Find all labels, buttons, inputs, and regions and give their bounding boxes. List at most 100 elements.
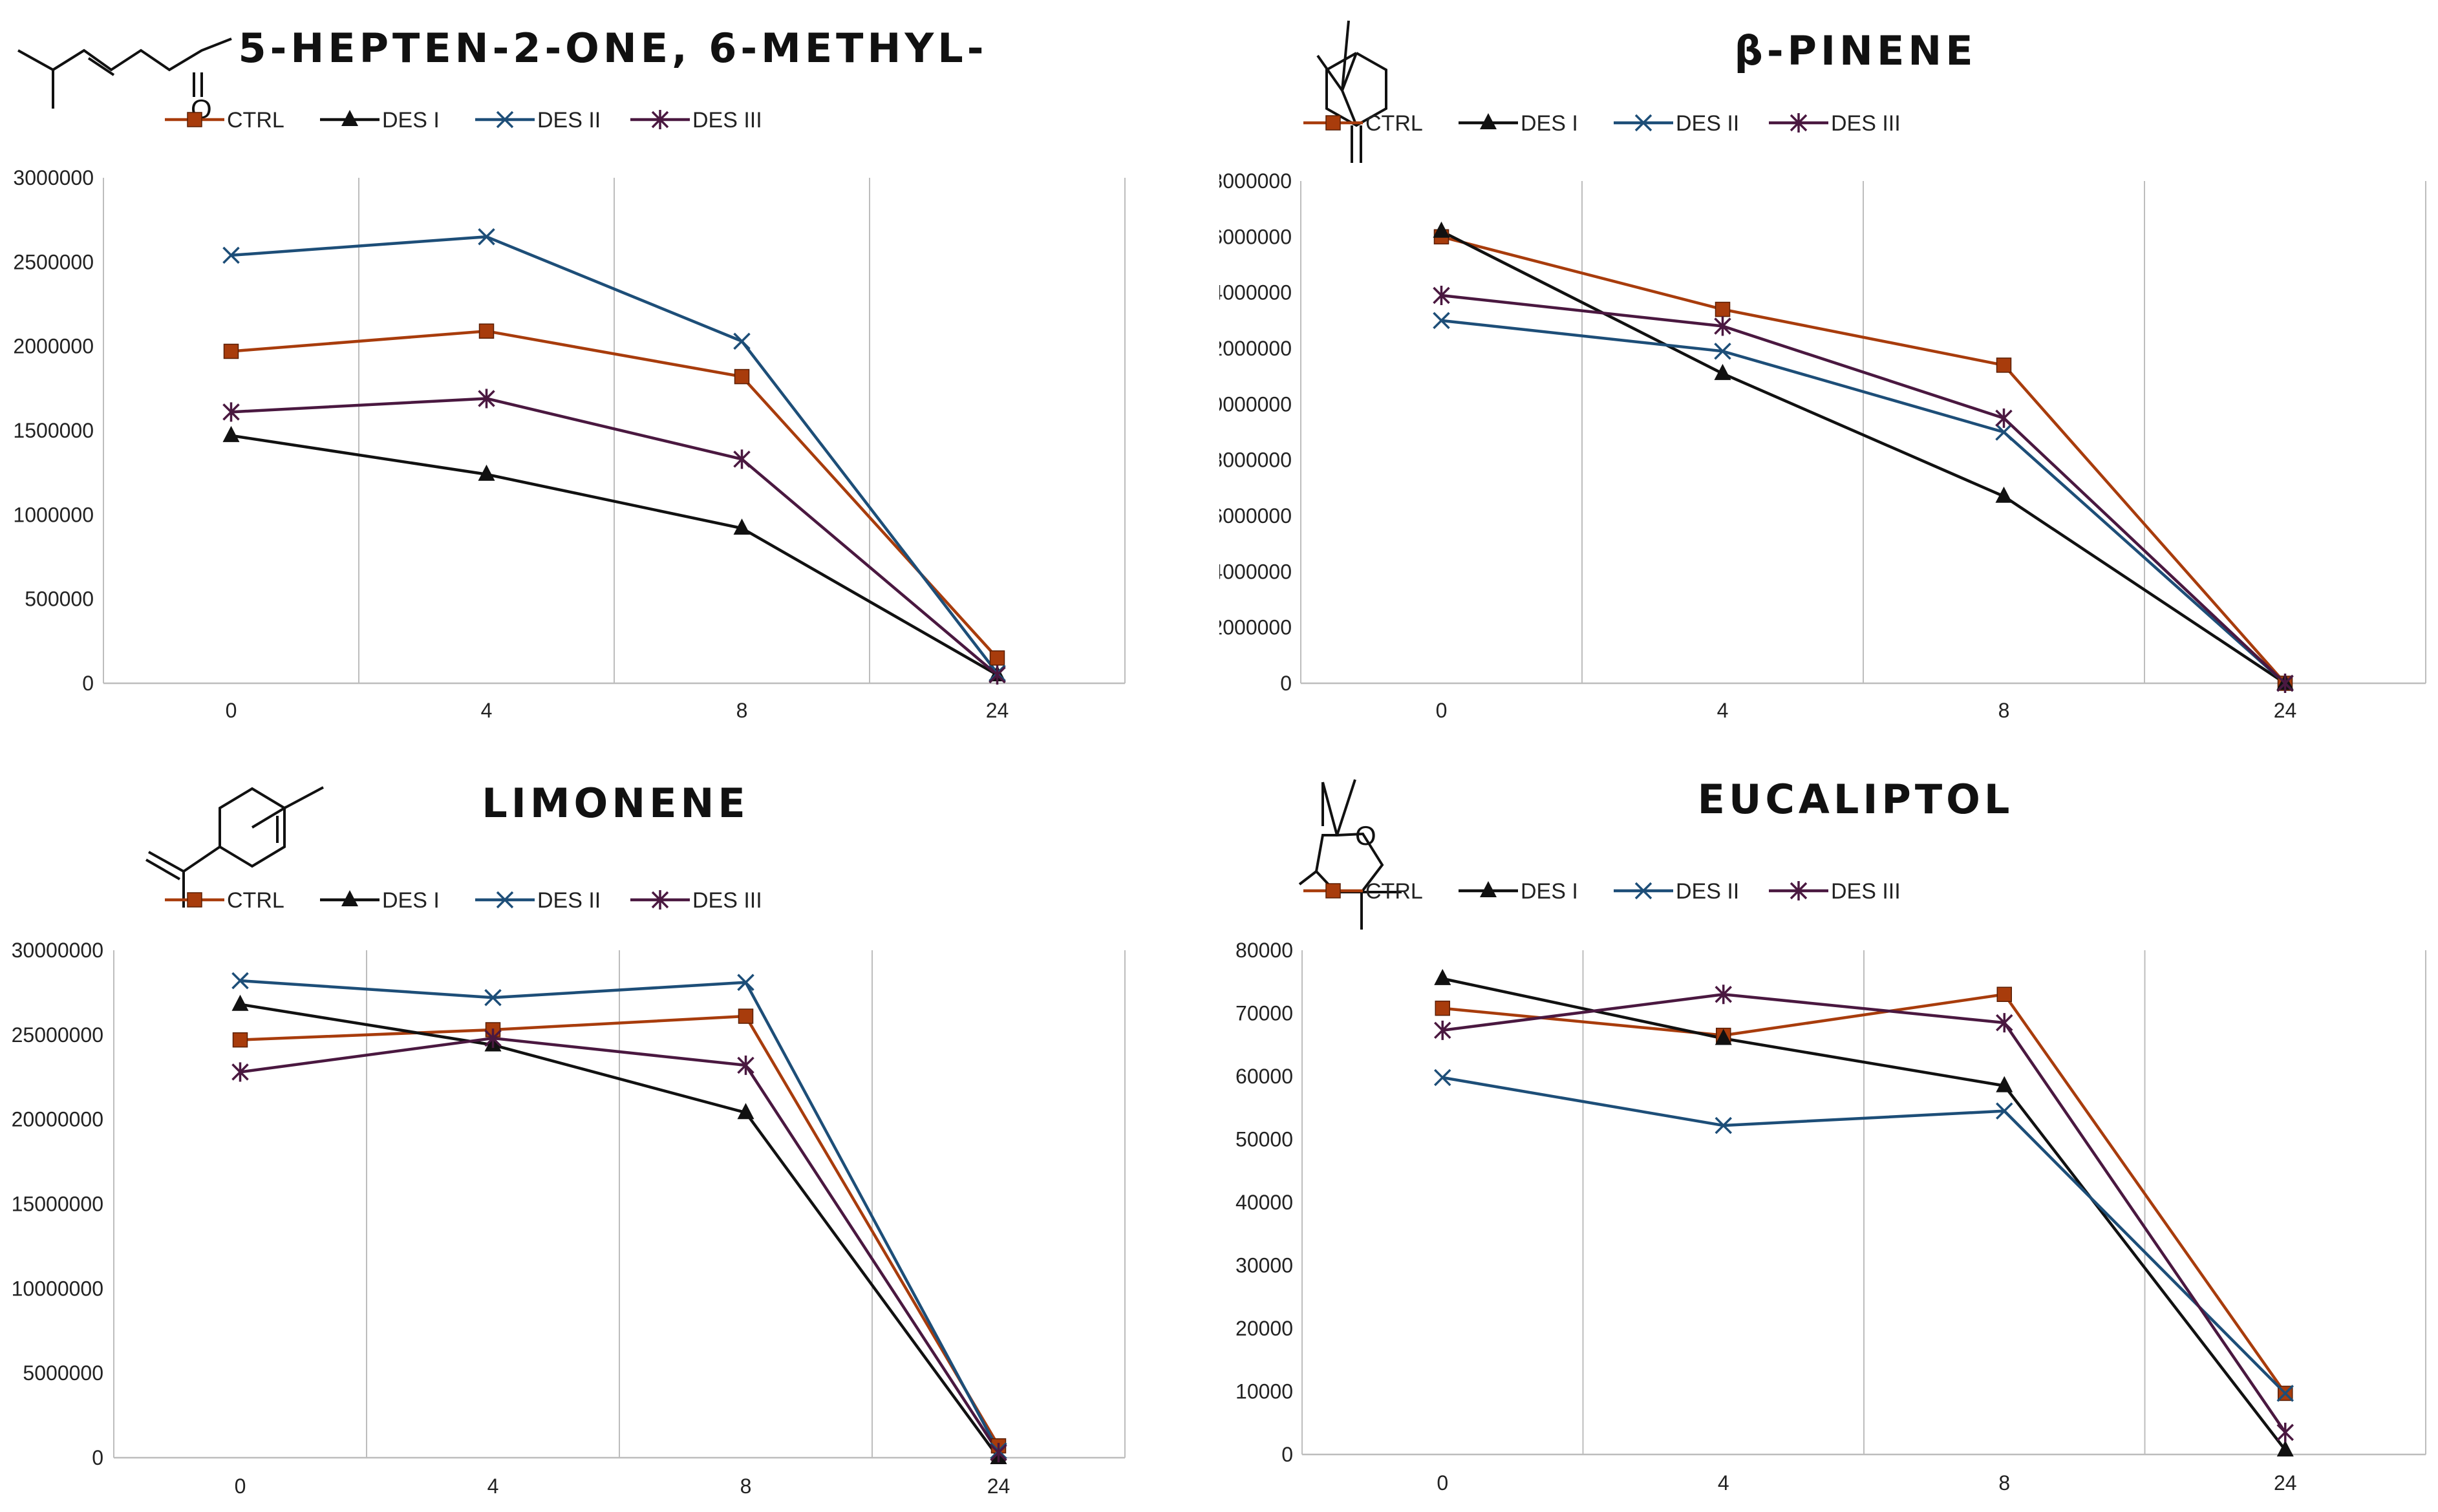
y-tick-label: 2000000 — [13, 335, 94, 358]
legend-label-des-iii: DES III — [1831, 879, 1901, 904]
series-line-des-iii — [231, 397, 998, 676]
y-tick-label: 40000 — [1235, 1191, 1293, 1214]
y-tick-label: 20000000 — [12, 1108, 103, 1131]
legend-1: CTRL DES I DES II DES III — [165, 108, 762, 133]
y-tick-label: 80000 — [1235, 939, 1293, 962]
data-point-des-ii — [737, 974, 754, 991]
y-tick-label: 500000 — [25, 588, 94, 611]
data-point-des-iii — [1433, 285, 1450, 305]
plot-area-2: 0 2000000 4000000 6000000 8000000 10000000 120… — [1219, 169, 2426, 722]
series-line-des-ii — [240, 979, 1000, 1452]
data-point-des-ii — [733, 332, 751, 350]
data-point-des-ii — [2276, 1385, 2294, 1402]
data-point-des-i — [737, 1103, 754, 1120]
y-tick-label: 2500000 — [13, 250, 94, 273]
y-tick-label: 0 — [82, 672, 94, 695]
legend-x-icon — [496, 891, 514, 909]
data-point-des-iii — [231, 1062, 249, 1082]
data-point-ctrl — [1996, 986, 2012, 1002]
data-point-des-iii — [484, 1028, 502, 1049]
data-point-des-ii — [484, 989, 502, 1006]
data-point-des-iii — [1714, 316, 1731, 336]
data-point-des-ii — [1434, 1069, 1451, 1087]
y-tick-label: 1500000 — [13, 419, 94, 442]
chart-svg-3: LIMONENE CTRL DES I DES II DES III 0 5000000… — [12, 780, 1126, 1498]
data-point-des-i — [733, 518, 751, 535]
y-tick-label: 18000000 — [1219, 169, 1292, 193]
legend-label-des-i: DES I — [1521, 879, 1578, 904]
series-line-des-i — [1442, 977, 2287, 1451]
chart-svg-1: O 5-HEPTEN-2-ONE, 6-METHYL- CTRL DES I DES… — [13, 25, 1126, 722]
x-tick-label: 8 — [1998, 699, 2010, 722]
legend-square-icon — [187, 892, 202, 908]
x-tick-label: 24 — [2274, 1471, 2297, 1495]
y-tick-label: 8000000 — [1219, 449, 1292, 472]
series-line-des-ii — [1442, 1076, 2287, 1395]
data-point-des-i — [2276, 1440, 2294, 1457]
data-point-des-i — [1714, 363, 1731, 380]
x-tick-label: 24 — [986, 699, 1009, 722]
chart-title-1: 5-HEPTEN-2-ONE, 6-METHYL- — [238, 25, 987, 72]
series-line-des-ii — [1441, 319, 2286, 685]
chart-svg-4: O EUCALIPTOL CTRL DES I DES II DES III 0 100… — [1235, 776, 2426, 1495]
y-tick-label: 0 — [1280, 672, 1292, 695]
y-tick-label: 15000000 — [12, 1193, 103, 1216]
data-point-ctrl — [1996, 357, 2012, 373]
x-tick-label: 0 — [226, 699, 237, 722]
chart-title-4: EUCALIPTOL — [1698, 776, 2014, 823]
y-tick-label: 0 — [92, 1446, 103, 1469]
legend-label-des-i: DES I — [1521, 111, 1578, 136]
data-point-des-i — [1715, 1028, 1732, 1045]
structure-beta-pinene — [1316, 20, 1387, 163]
y-tick-label: 4000000 — [1219, 560, 1292, 583]
series-line-des-i — [240, 1003, 1000, 1459]
legend-label-des-ii: DES II — [1676, 111, 1739, 136]
legend-triangle-icon — [341, 110, 358, 126]
x-tick-label: 24 — [2274, 699, 2297, 722]
y-tick-label: 10000 — [1235, 1380, 1293, 1403]
data-point-ctrl — [478, 323, 495, 339]
legend-label-ctrl: CTRL — [1365, 111, 1423, 136]
series-line-des-i — [1440, 229, 2286, 685]
y-tick-label: 10000000 — [1219, 392, 1292, 416]
data-point-des-iii — [1996, 1013, 2013, 1033]
y-tick-label: 0 — [1281, 1443, 1293, 1466]
data-point-ctrl — [1715, 301, 1731, 317]
legend-square-icon — [187, 112, 202, 127]
data-point-des-iii — [1715, 985, 1732, 1005]
data-point-des-ii — [1995, 423, 2013, 441]
structure-6-methyl-5-hepten-2-one: O — [17, 37, 232, 124]
y-tick-label: 1000000 — [13, 503, 94, 526]
chart-panel-3: LIMONENE CTRL DES I DES II DES III 0 5000000… — [0, 756, 1219, 1512]
x-tick-label: 0 — [1436, 699, 1448, 722]
data-point-ctrl — [223, 343, 239, 359]
data-point-des-iii — [2276, 674, 2294, 693]
plot-area-4: 0 10000 20000 30000 40000 50000 60000 70000 8000… — [1235, 939, 2426, 1495]
data-point-ctrl — [232, 1032, 248, 1048]
x-tick-label: 4 — [1717, 699, 1729, 722]
legend-asterisk-icon — [651, 890, 669, 910]
legend-triangle-icon — [1480, 881, 1497, 897]
legend-label-des-iii: DES III — [692, 888, 762, 913]
data-point-ctrl — [738, 1008, 754, 1024]
data-point-des-i — [1434, 968, 1451, 985]
data-point-des-i — [1995, 486, 2013, 503]
legend-2: CTRL DES I DES II DES III — [1303, 111, 1901, 136]
data-point-des-ii — [1714, 343, 1731, 360]
svg-text:O: O — [1355, 820, 1376, 851]
y-tick-label: 2000000 — [1219, 616, 1292, 639]
chart-title-2: β-PINENE — [1734, 27, 1976, 74]
legend-label-des-iii: DES III — [1831, 111, 1901, 136]
legend-3: CTRL DES I DES II DES III — [165, 888, 762, 913]
legend-square-icon — [1325, 115, 1341, 131]
structure-eucalyptol: O — [1298, 779, 1402, 930]
series-line-ctrl — [1442, 993, 2287, 1394]
series-line-des-iii — [1441, 293, 2287, 685]
series-line-des-iii — [240, 1036, 1000, 1454]
legend-asterisk-icon — [1790, 113, 1808, 133]
y-tick-label: 12000000 — [1219, 337, 1292, 360]
data-point-des-ii — [222, 246, 240, 264]
data-point-des-i — [231, 994, 249, 1011]
y-tick-label: 30000000 — [12, 939, 103, 962]
plot-area-1: 0 500000 1000000 1500000 2000000 2500000 30000… — [13, 166, 1126, 722]
